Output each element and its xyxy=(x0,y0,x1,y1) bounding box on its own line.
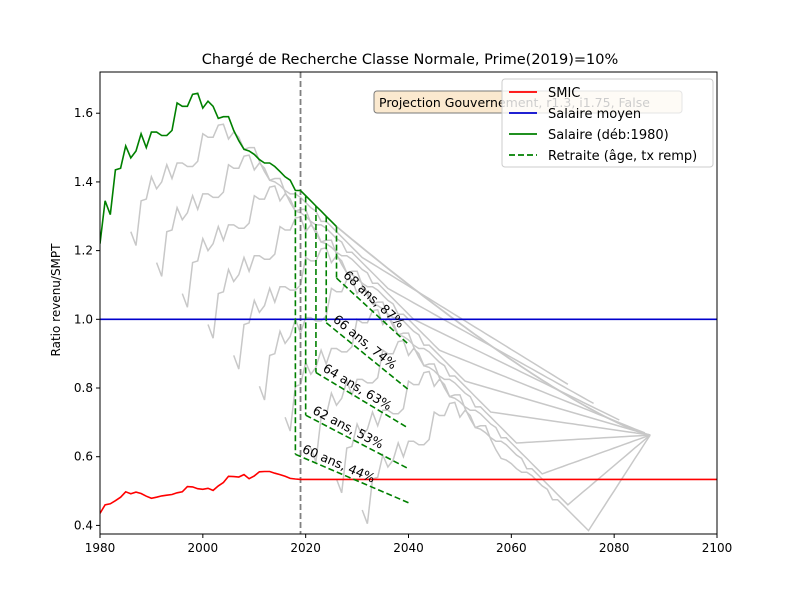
legend-label: Salaire (déb:1980) xyxy=(548,128,669,143)
y-tick-label: 1.2 xyxy=(74,244,93,258)
chart-title: Chargé de Recherche Classe Normale, Prim… xyxy=(202,52,619,68)
x-tick-label: 2080 xyxy=(599,541,630,555)
y-tick-label: 1.0 xyxy=(74,312,93,326)
grey-career-1 xyxy=(130,123,569,385)
axes: 1980 2000 2020 2040 2060 2080 2100 0.4 0.6 0.8 1.0… xyxy=(74,71,733,555)
retraite-line-68 xyxy=(335,277,410,345)
x-tick-label: 2040 xyxy=(393,541,424,555)
grey-career-10 xyxy=(361,401,651,532)
y-tick-label: 0.4 xyxy=(74,518,93,532)
y-tick-label: 0.6 xyxy=(74,450,93,464)
grey-career-4 xyxy=(207,216,646,434)
grey-career-3 xyxy=(181,185,620,421)
legend: SMIC Salaire moyen Salaire (déb:1980) Retra… xyxy=(501,78,714,168)
retraite-line-60 xyxy=(295,453,409,504)
series-line-salaire xyxy=(100,92,338,244)
x-tick-label: 1980 xyxy=(85,541,116,555)
legend-label: Retraite (âge, tx remp) xyxy=(548,149,697,164)
grey-career-8 xyxy=(310,339,651,475)
y-tick-label: 1.4 xyxy=(74,175,93,189)
x-tick-label: 2060 xyxy=(496,541,527,555)
x-tick-label: 2000 xyxy=(188,541,219,555)
y-tick-label: 0.8 xyxy=(74,381,93,395)
grey-career-7 xyxy=(284,308,651,444)
grey-career-5 xyxy=(232,247,651,436)
legend-box xyxy=(501,78,714,168)
legend-label: Salaire moyen xyxy=(548,107,641,122)
series-line-smic xyxy=(100,470,717,514)
retraite-line-62 xyxy=(305,414,409,470)
retraite-label-62: 62 ans, 53% xyxy=(310,402,386,451)
plot-clipped xyxy=(100,72,717,534)
x-tick-label: 2100 xyxy=(702,541,733,555)
y-tick-label: 1.6 xyxy=(74,106,93,120)
legend-label: SMIC xyxy=(548,86,580,101)
x-tick-label: 2020 xyxy=(290,541,321,555)
y-axis-label: Ratio revenu/SMPT xyxy=(49,243,63,357)
retraite-label-64: 64 ans, 63% xyxy=(320,360,394,413)
projection-decay-line xyxy=(335,225,651,436)
grey-career-2 xyxy=(155,154,594,405)
grey-career-6 xyxy=(258,277,651,436)
